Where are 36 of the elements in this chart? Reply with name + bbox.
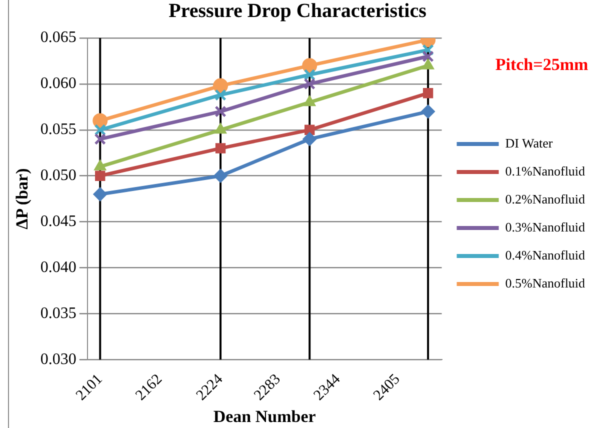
point [422, 88, 434, 98]
y-tick-label: 0.055 [40, 121, 76, 138]
point [302, 132, 317, 146]
point [92, 113, 108, 128]
x-axis-title: Dean Number [213, 407, 316, 426]
legend-label: 0.2%Nanofluid [505, 191, 586, 206]
point [214, 168, 228, 183]
point [214, 89, 226, 101]
point [95, 170, 106, 181]
y-tick-label: 0.045 [40, 213, 76, 230]
legend-label: 0.3%Nanofluid [505, 219, 586, 234]
point [94, 133, 106, 145]
y-tick-label: 0.050 [40, 167, 76, 184]
point [302, 58, 318, 74]
y-tick-label: 0.040 [40, 258, 76, 276]
point [421, 104, 436, 119]
legend-label: 0.5%Nanofluid [505, 275, 586, 290]
y-tick-label: 0.030 [40, 350, 76, 368]
y-axis-title: ΔP (bar) [12, 168, 32, 230]
legend-label: 0.4%Nanofluid [505, 247, 586, 262]
point [304, 68, 316, 81]
point [215, 143, 226, 154]
point [213, 78, 228, 94]
x-tick-label: 2101 [73, 371, 106, 404]
point [94, 124, 106, 136]
text: Pitch=25mm [495, 55, 588, 74]
y-tick-label: 0.035 [40, 304, 76, 322]
point [214, 106, 226, 118]
legend-label: 0.1%Nanofluid [505, 163, 586, 178]
point [93, 187, 108, 202]
point [422, 50, 434, 62]
y-tick-label: 0.065 [40, 29, 76, 46]
chart-title: Pressure Drop Characteristics [168, 0, 427, 22]
point [304, 78, 316, 90]
legend-label: DI Water [505, 135, 554, 150]
y-tick-label: 0.060 [40, 75, 76, 92]
